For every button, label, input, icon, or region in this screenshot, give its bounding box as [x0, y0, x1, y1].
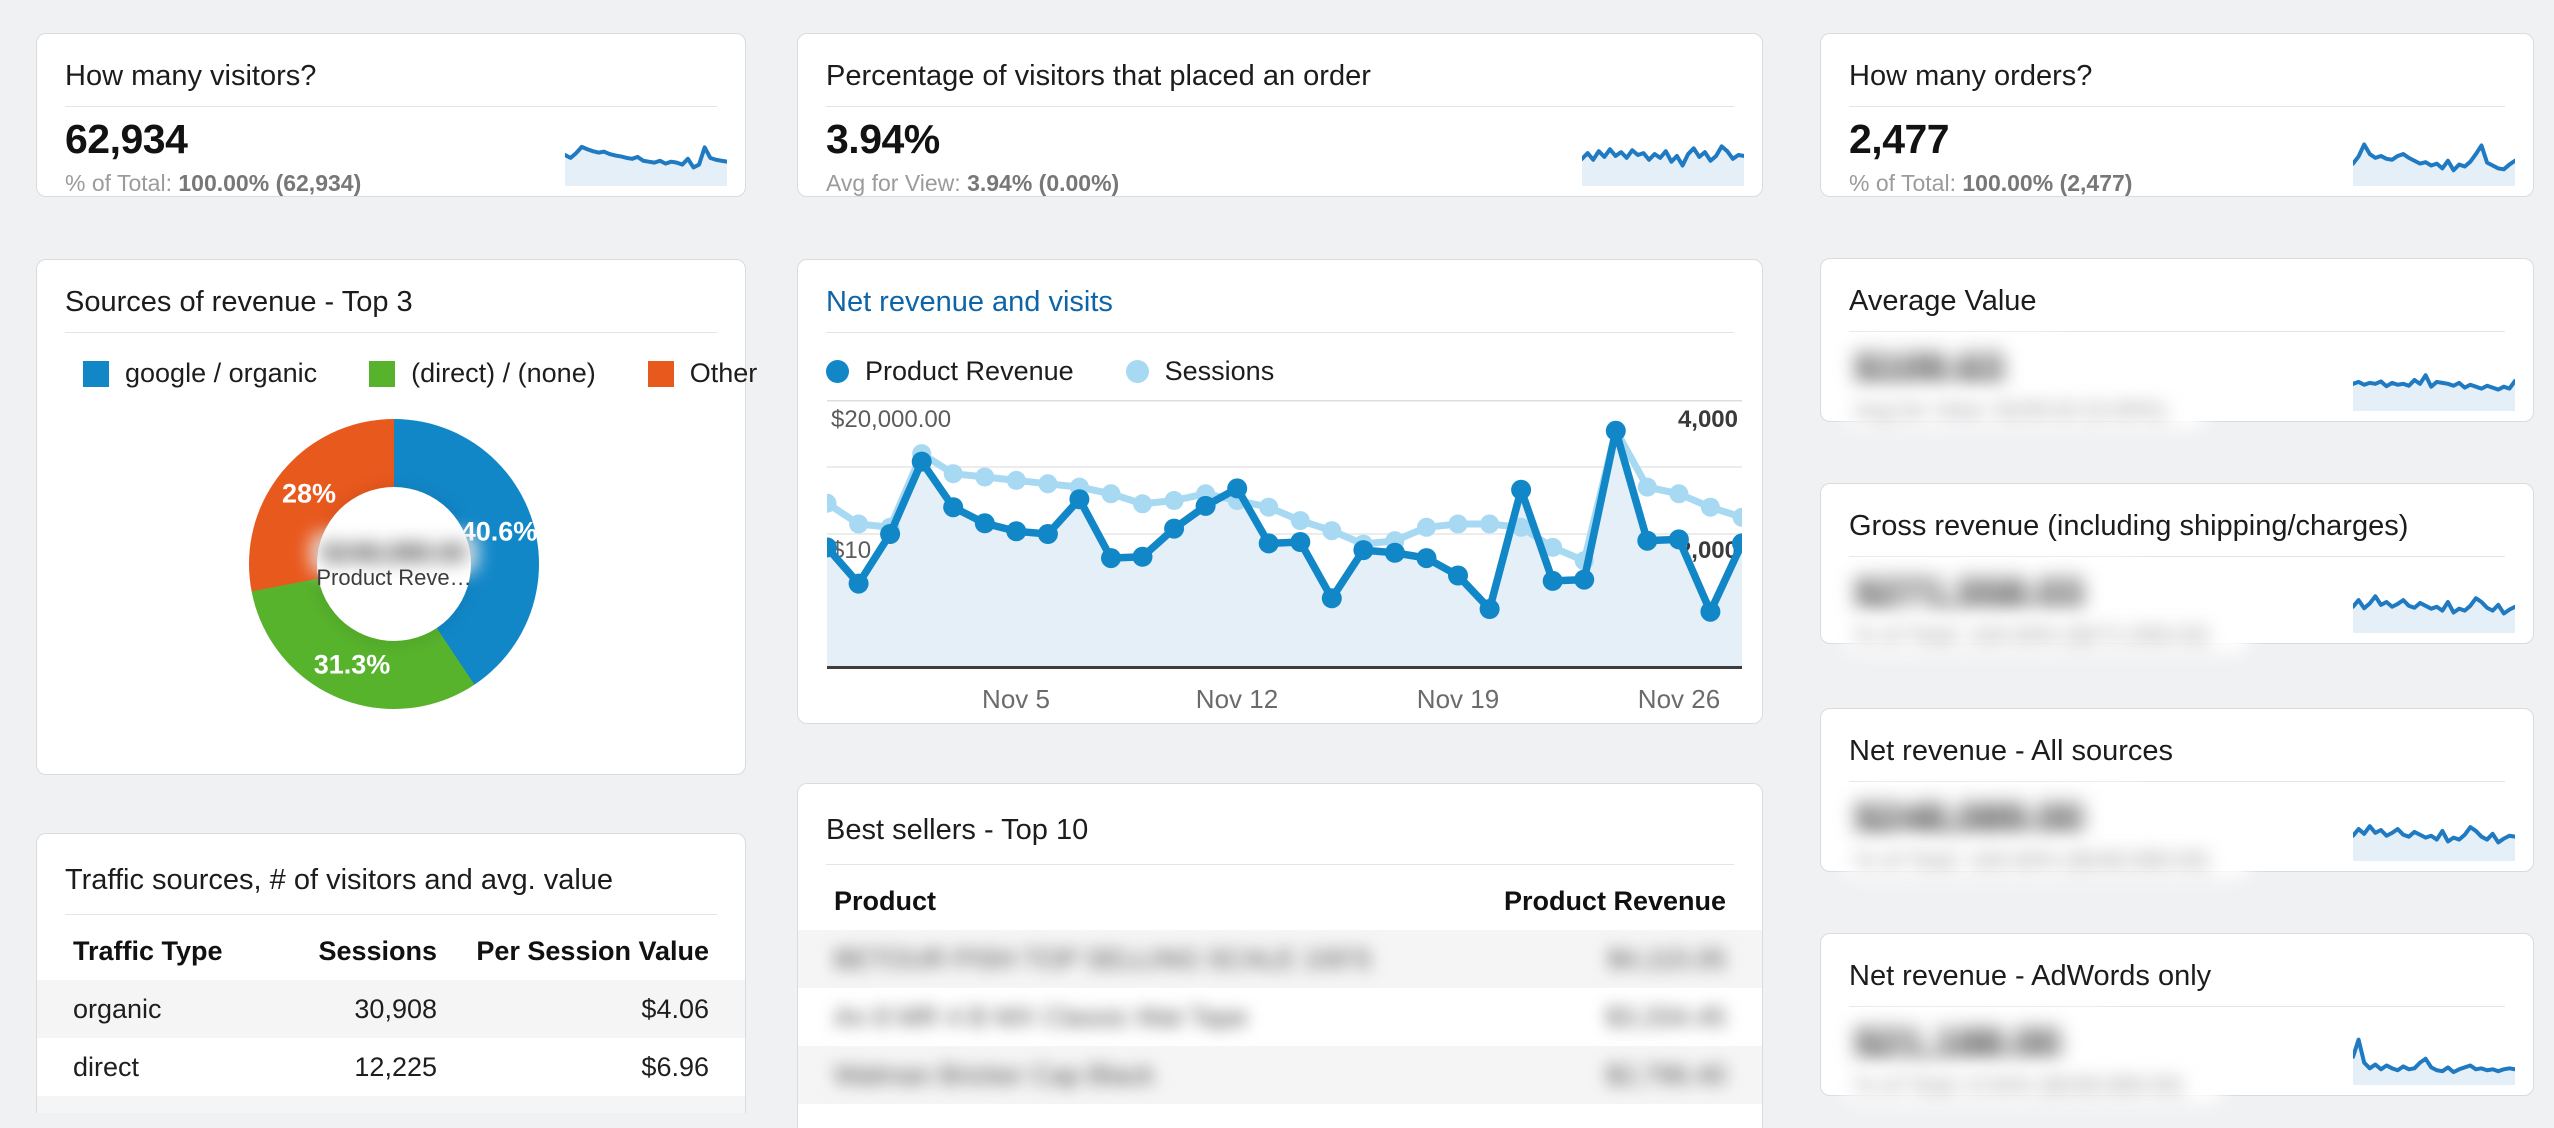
legend-item-other: Other: [647, 358, 757, 389]
kpi-value-redacted: $248,089.00: [1845, 787, 2144, 850]
card-title: Percentage of visitors that placed an or…: [826, 60, 1371, 92]
kpi-value-redacted: $271,558.03: [1845, 562, 2144, 625]
card-title: Gross revenue (including shipping/charge…: [1849, 510, 2409, 542]
column-header-product: Product: [834, 886, 937, 916]
table-card-best-sellers: Best sellers - Top 10 Product Product Re…: [797, 783, 1763, 1128]
kpi-card-orders: How many orders? 2,477 % of Total: 100.0…: [1820, 33, 2534, 197]
donut-card-sources-of-revenue: Sources of revenue - Top 3 google / orga…: [36, 259, 757, 775]
x-axis-tick: Nov 19: [1416, 684, 1500, 714]
x-axis-tick: Nov 26: [1637, 684, 1721, 714]
kpi-value-redacted: $109.63: [1845, 337, 2064, 400]
kpi-card-net-revenue-adwords: Net revenue - AdWords only $21,188.00 % …: [1820, 933, 2534, 1103]
card-title: How many orders?: [1849, 60, 2093, 92]
x-axis-line: [827, 666, 1742, 669]
divider: [826, 106, 1734, 107]
sparkline-chart: [2353, 577, 2515, 633]
y-axis-tick-right-top: 4,000: [1677, 406, 1738, 433]
legend-swatch: [369, 360, 396, 387]
card-title: Sources of revenue - Top 3: [65, 286, 413, 318]
legend-swatch: [83, 360, 109, 387]
table-header-row: Product Product Revenue: [798, 872, 1762, 930]
kpi-subtitle-redacted: % of Total: 100.00% ($271,558.03): [1845, 618, 2249, 653]
y-axis-tick-left-top: $20,000.00: [831, 406, 952, 433]
card-title: How many visitors?: [65, 60, 317, 92]
legend-dot: [1125, 360, 1149, 383]
table-card-traffic-sources: Traffic sources, # of visitors and avg. …: [36, 833, 746, 1113]
table-row-organic: organic 30,908 $4.06: [37, 980, 745, 1038]
kpi-value: 2,477: [1849, 116, 1950, 162]
sparkline-chart: [2353, 130, 2515, 186]
divider: [65, 914, 717, 915]
line-chart-card-net-revenue: Net revenue and visits Product Revenue S…: [797, 259, 1763, 724]
divider: [1849, 1006, 2505, 1007]
column-header-per-session-value: Per Session Value: [476, 936, 709, 966]
sparkline-chart: [2353, 1029, 2515, 1085]
divider: [65, 332, 717, 333]
table-row-direct: direct 12,225 $6.96: [73, 1052, 709, 1082]
kpi-subtitle-redacted: Avg for View: $109.63 (0.00%): [1845, 393, 2207, 428]
donut-center-label: Product Reve…: [316, 564, 472, 590]
kpi-value: 3.94%: [826, 116, 940, 162]
divider: [826, 332, 1734, 333]
kpi-card-visitors: How many visitors? 62,934 % of Total: 10…: [36, 33, 746, 197]
kpi-value: 62,934: [65, 116, 188, 162]
kpi-subtitle: % of Total: 100.00% (2,477): [1849, 170, 2133, 196]
legend-dot: [826, 360, 849, 383]
card-title: Net revenue - All sources: [1849, 735, 2173, 767]
divider: [1849, 331, 2505, 332]
legend-item-google-organic: google / organic: [83, 358, 317, 389]
line-chart-legend: Product Revenue Sessions: [826, 356, 1326, 387]
table-row-redacted: Walman Bricker Cap Black $2,796.40: [798, 1046, 1762, 1104]
legend-item-sessions: Sessions: [1125, 356, 1274, 387]
divider: [1849, 106, 2505, 107]
legend-item-direct-none: (direct) / (none): [369, 358, 596, 389]
kpi-card-net-revenue-all: Net revenue - All sources $248,089.00 % …: [1820, 708, 2534, 878]
kpi-card-average-value: Average Value $109.63 Avg for View: $109…: [1820, 258, 2534, 428]
legend-swatch: [647, 360, 674, 387]
line-chart-plot-area: [827, 400, 1742, 668]
x-axis-tick: Nov 5: [982, 684, 1050, 714]
donut-legend: google / organic (direct) / (none) Other: [83, 358, 809, 389]
kpi-subtitle: % of Total: 100.00% (62,934): [65, 170, 362, 196]
table-row-partial: [37, 1096, 745, 1113]
donut-center-value-redacted: $248,089.00: [311, 533, 477, 573]
donut-chart: 40.6% 31.3% 28% $248,089.00 Product Reve…: [249, 419, 539, 709]
legend-item-product-revenue: Product Revenue: [826, 356, 1074, 387]
donut-slice-label: 31.3%: [313, 649, 391, 680]
sparkline-chart: [1582, 130, 1744, 186]
column-header-sessions: Sessions: [318, 936, 437, 966]
kpi-card-order-rate: Percentage of visitors that placed an or…: [797, 33, 1763, 197]
column-header-traffic-type: Traffic Type: [73, 936, 223, 966]
divider: [1849, 556, 2505, 557]
net-revenue-and-visits-link[interactable]: Net revenue and visits: [826, 286, 1113, 318]
kpi-subtitle-redacted: % of Total: 8.54% ($248,089.00): [1845, 1068, 2224, 1103]
sparkline-chart: [2353, 355, 2515, 411]
donut-slice-label: 28%: [281, 478, 337, 509]
card-title: Average Value: [1849, 285, 2037, 317]
kpi-subtitle-redacted: % of Total: 100.00% ($248,089.00): [1845, 843, 2249, 878]
card-title: Traffic sources, # of visitors and avg. …: [65, 864, 614, 896]
table-row-redacted: BETOUR PISH TOP SELLING SCALE 100'S $4,1…: [798, 930, 1762, 988]
table-row-redacted: An 8 MR 4 B MX Classic Mat Tape $3,334.4…: [834, 1002, 1726, 1032]
sparkline-chart: [2353, 805, 2515, 861]
column-header-product-revenue: Product Revenue: [1503, 886, 1726, 916]
donut-hole: $248,089.00 Product Reve…: [311, 487, 477, 641]
divider: [1849, 781, 2505, 782]
x-axis-tick: Nov 12: [1195, 684, 1279, 714]
kpi-value-redacted: $21,188.00: [1845, 1012, 2121, 1075]
card-title: Net revenue - AdWords only: [1849, 960, 2212, 992]
kpi-card-gross-revenue: Gross revenue (including shipping/charge…: [1820, 483, 2534, 653]
sparkline-chart: [565, 130, 727, 186]
divider: [826, 864, 1734, 865]
card-title: Best sellers - Top 10: [826, 814, 1089, 846]
table-header-row: Traffic Type Sessions Per Session Value: [37, 922, 745, 980]
kpi-subtitle: Avg for View: 3.94% (0.00%): [826, 170, 1120, 196]
divider: [65, 106, 717, 107]
